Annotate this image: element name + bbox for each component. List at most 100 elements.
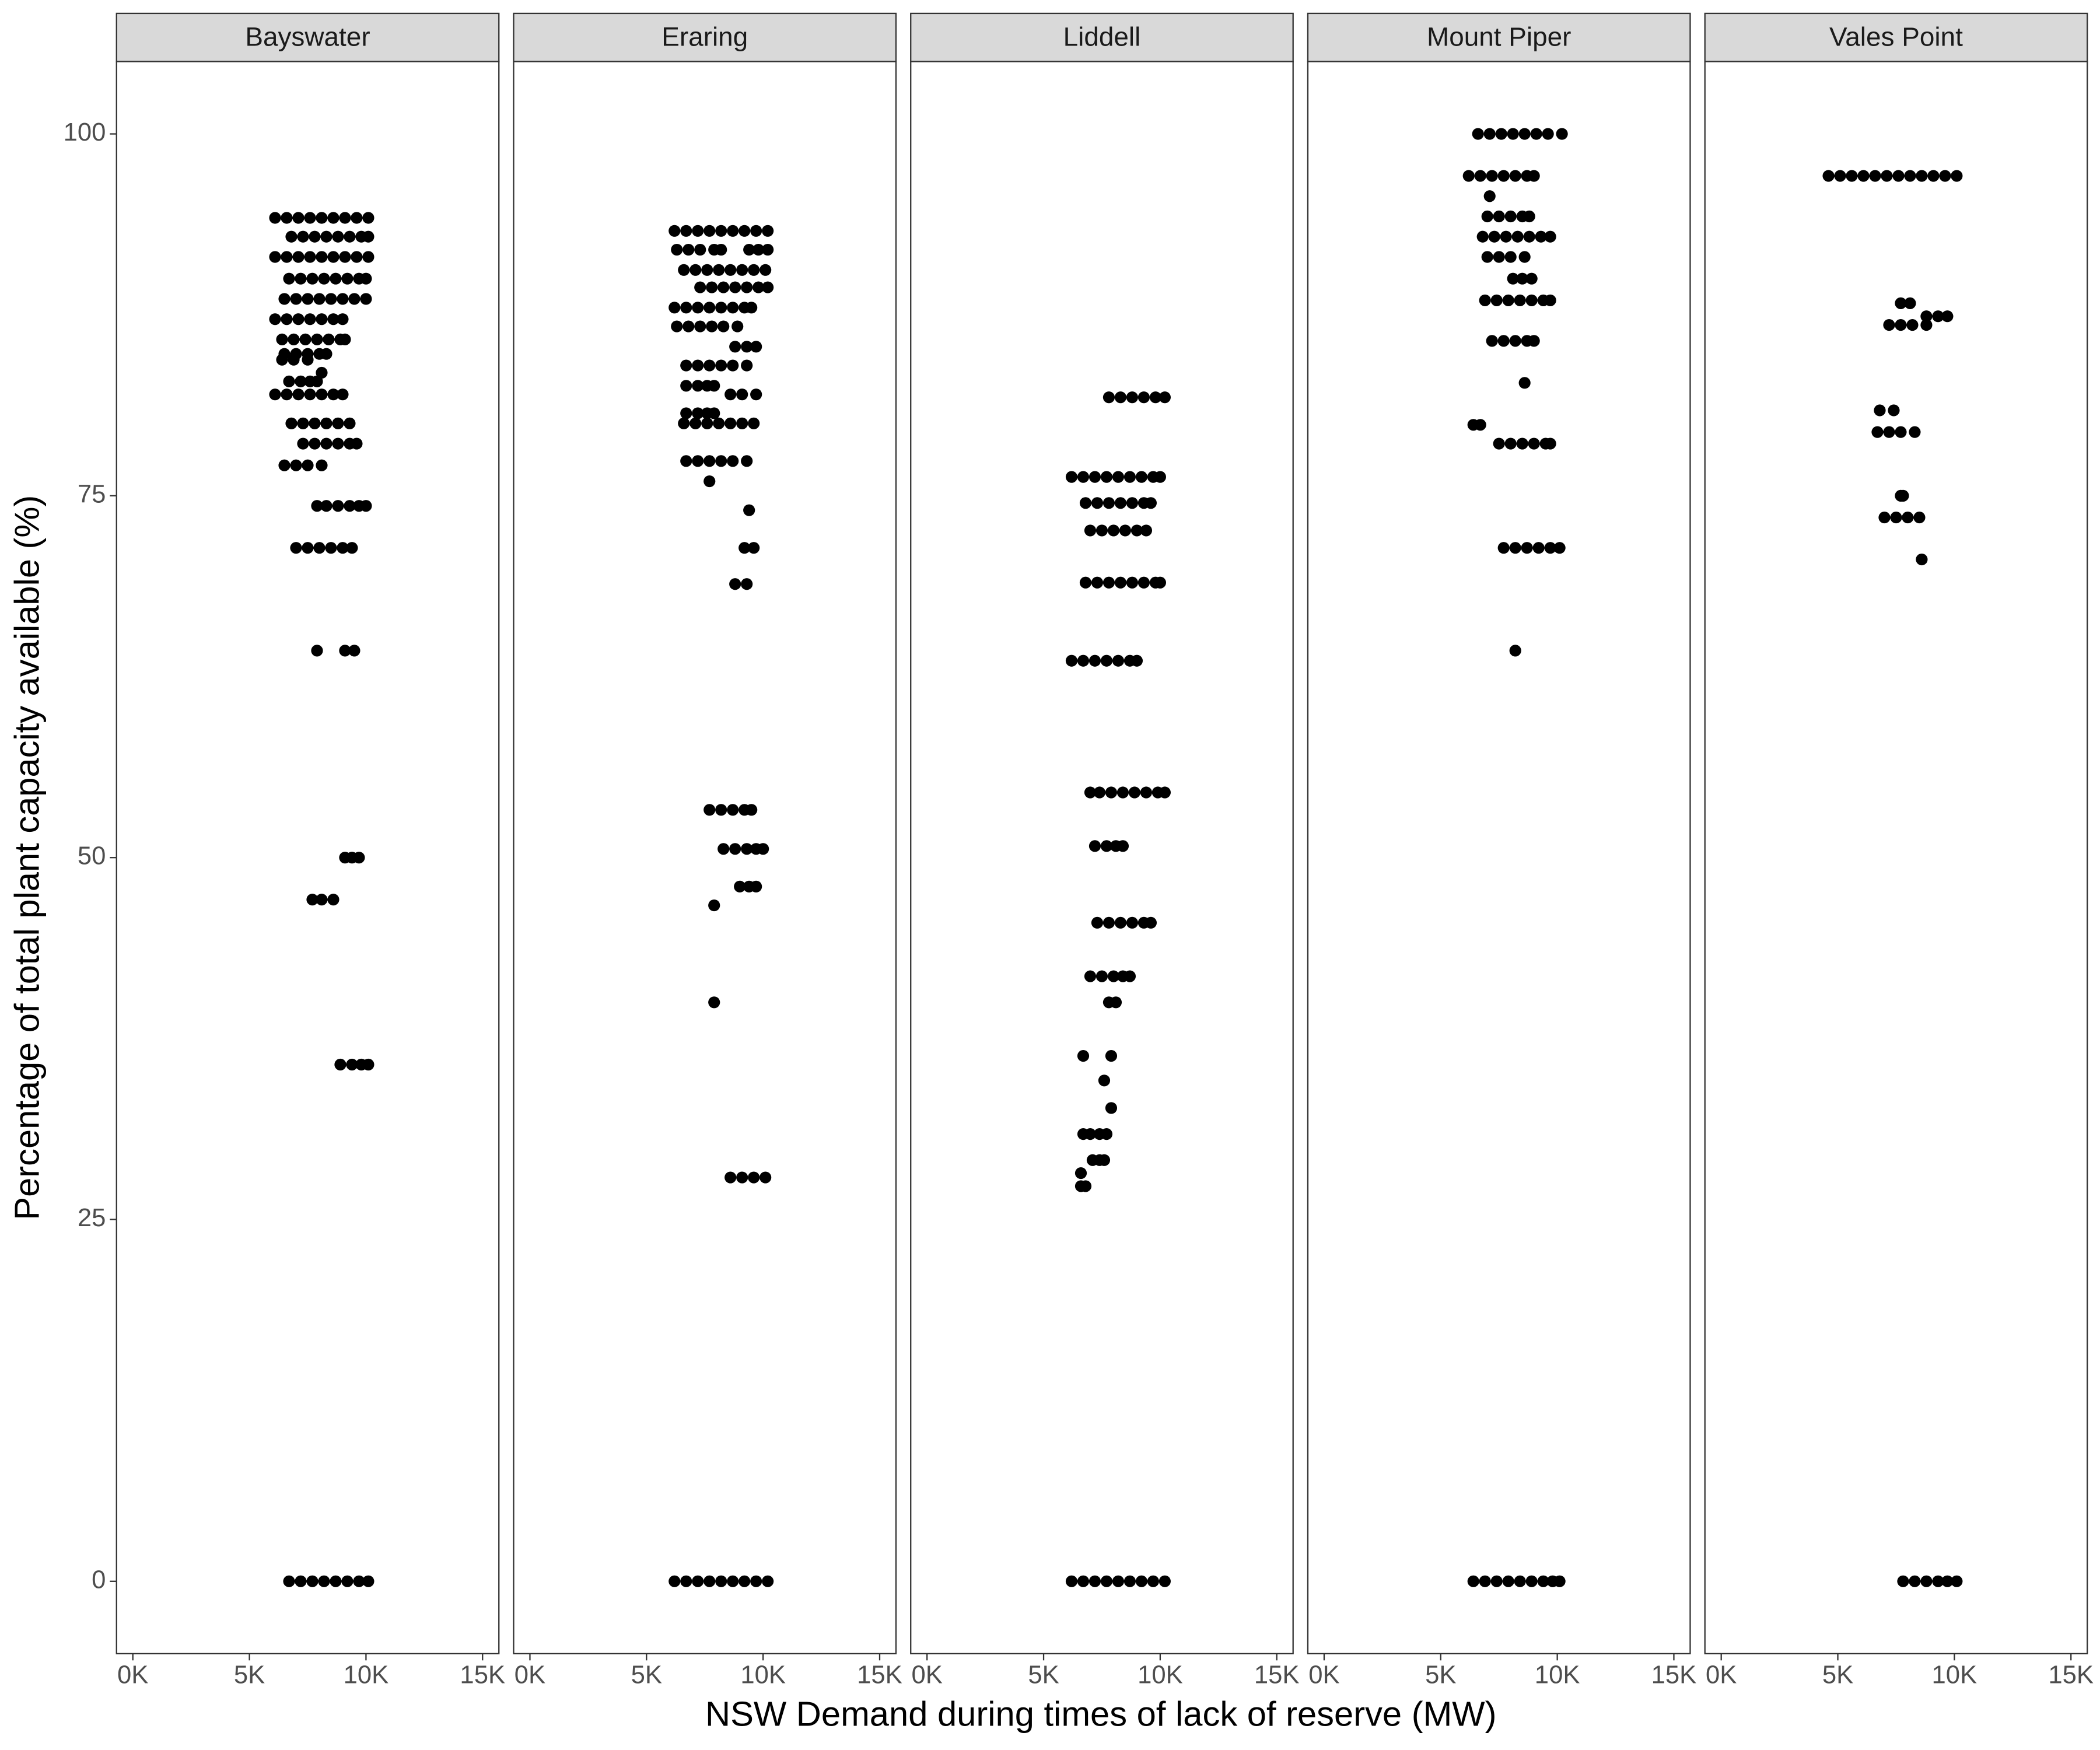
point xyxy=(360,500,372,512)
point xyxy=(327,313,340,326)
point xyxy=(1479,1575,1491,1587)
point xyxy=(729,341,741,353)
point xyxy=(1112,654,1125,667)
point xyxy=(1462,170,1475,182)
point xyxy=(727,359,739,372)
point xyxy=(292,388,304,401)
point xyxy=(1497,170,1510,182)
point xyxy=(1916,170,1928,182)
x-tick-label: 5K xyxy=(1028,1661,1059,1689)
point xyxy=(694,320,706,332)
point xyxy=(1553,1575,1566,1587)
point xyxy=(1077,1575,1090,1587)
point xyxy=(678,264,690,276)
point xyxy=(1114,916,1127,929)
x-tick-label: 15K xyxy=(2048,1661,2094,1689)
point xyxy=(1481,210,1493,223)
point xyxy=(741,359,753,372)
point xyxy=(1084,1128,1097,1140)
point xyxy=(1846,170,1858,182)
point xyxy=(718,843,730,855)
strip xyxy=(910,12,1294,62)
point xyxy=(295,272,307,285)
point xyxy=(1088,1575,1101,1587)
point xyxy=(290,542,302,554)
point xyxy=(762,281,774,293)
point xyxy=(302,293,314,305)
point xyxy=(285,230,298,243)
point xyxy=(337,293,349,305)
strip xyxy=(1704,12,2088,62)
point xyxy=(1100,840,1113,852)
point xyxy=(1544,542,1556,554)
point xyxy=(278,293,290,305)
point xyxy=(1913,512,1926,524)
x-tick-label: 10K xyxy=(1138,1661,1183,1689)
point xyxy=(704,475,716,488)
point xyxy=(1088,654,1101,667)
point xyxy=(1530,128,1542,140)
point xyxy=(1523,210,1535,223)
point xyxy=(1130,654,1143,667)
point xyxy=(1511,230,1524,243)
point xyxy=(1140,786,1153,799)
point xyxy=(1116,786,1129,799)
point xyxy=(760,1171,772,1184)
point xyxy=(1502,1575,1514,1587)
point xyxy=(1126,576,1139,589)
point xyxy=(1130,524,1143,537)
point xyxy=(285,417,298,429)
point xyxy=(309,230,321,243)
x-axis-title: NSW Demand during times of lack of reser… xyxy=(705,1694,1497,1733)
point xyxy=(1476,230,1489,243)
x-tick-label: 0K xyxy=(1308,1661,1339,1689)
point xyxy=(694,243,706,256)
point xyxy=(1518,251,1531,263)
point xyxy=(671,243,683,256)
point xyxy=(1509,542,1521,554)
point xyxy=(708,996,720,1009)
point xyxy=(351,251,363,263)
point xyxy=(313,293,326,305)
point xyxy=(736,417,748,429)
point xyxy=(306,1575,318,1587)
point xyxy=(1084,970,1097,982)
point xyxy=(334,1058,346,1071)
point xyxy=(351,438,363,450)
point xyxy=(318,272,330,285)
point xyxy=(1116,840,1129,852)
point xyxy=(1897,489,1909,502)
strip-label: Mount Piper xyxy=(1427,22,1571,52)
point xyxy=(682,243,695,256)
point xyxy=(1888,404,1900,416)
point xyxy=(692,380,704,392)
point xyxy=(1077,471,1090,483)
point xyxy=(1892,170,1905,182)
point xyxy=(1904,297,1916,309)
y-tick-label: 75 xyxy=(78,480,106,508)
strip-label: Bayswater xyxy=(245,22,370,52)
point xyxy=(750,225,762,237)
point xyxy=(1556,128,1568,140)
point xyxy=(1904,170,1916,182)
point xyxy=(1951,1575,1963,1587)
point xyxy=(332,417,344,429)
point xyxy=(281,212,293,224)
point xyxy=(297,230,309,243)
point xyxy=(746,804,758,816)
point xyxy=(748,264,760,276)
point xyxy=(332,500,344,512)
point xyxy=(762,243,774,256)
point xyxy=(1553,542,1566,554)
point xyxy=(1514,1575,1526,1587)
point xyxy=(1102,576,1115,589)
point xyxy=(344,417,356,429)
point xyxy=(1112,1575,1125,1587)
strip xyxy=(513,12,897,62)
point xyxy=(760,264,772,276)
point xyxy=(283,1575,295,1587)
point xyxy=(692,1575,704,1587)
point xyxy=(1525,272,1538,285)
point xyxy=(1077,654,1090,667)
point xyxy=(1544,294,1556,306)
